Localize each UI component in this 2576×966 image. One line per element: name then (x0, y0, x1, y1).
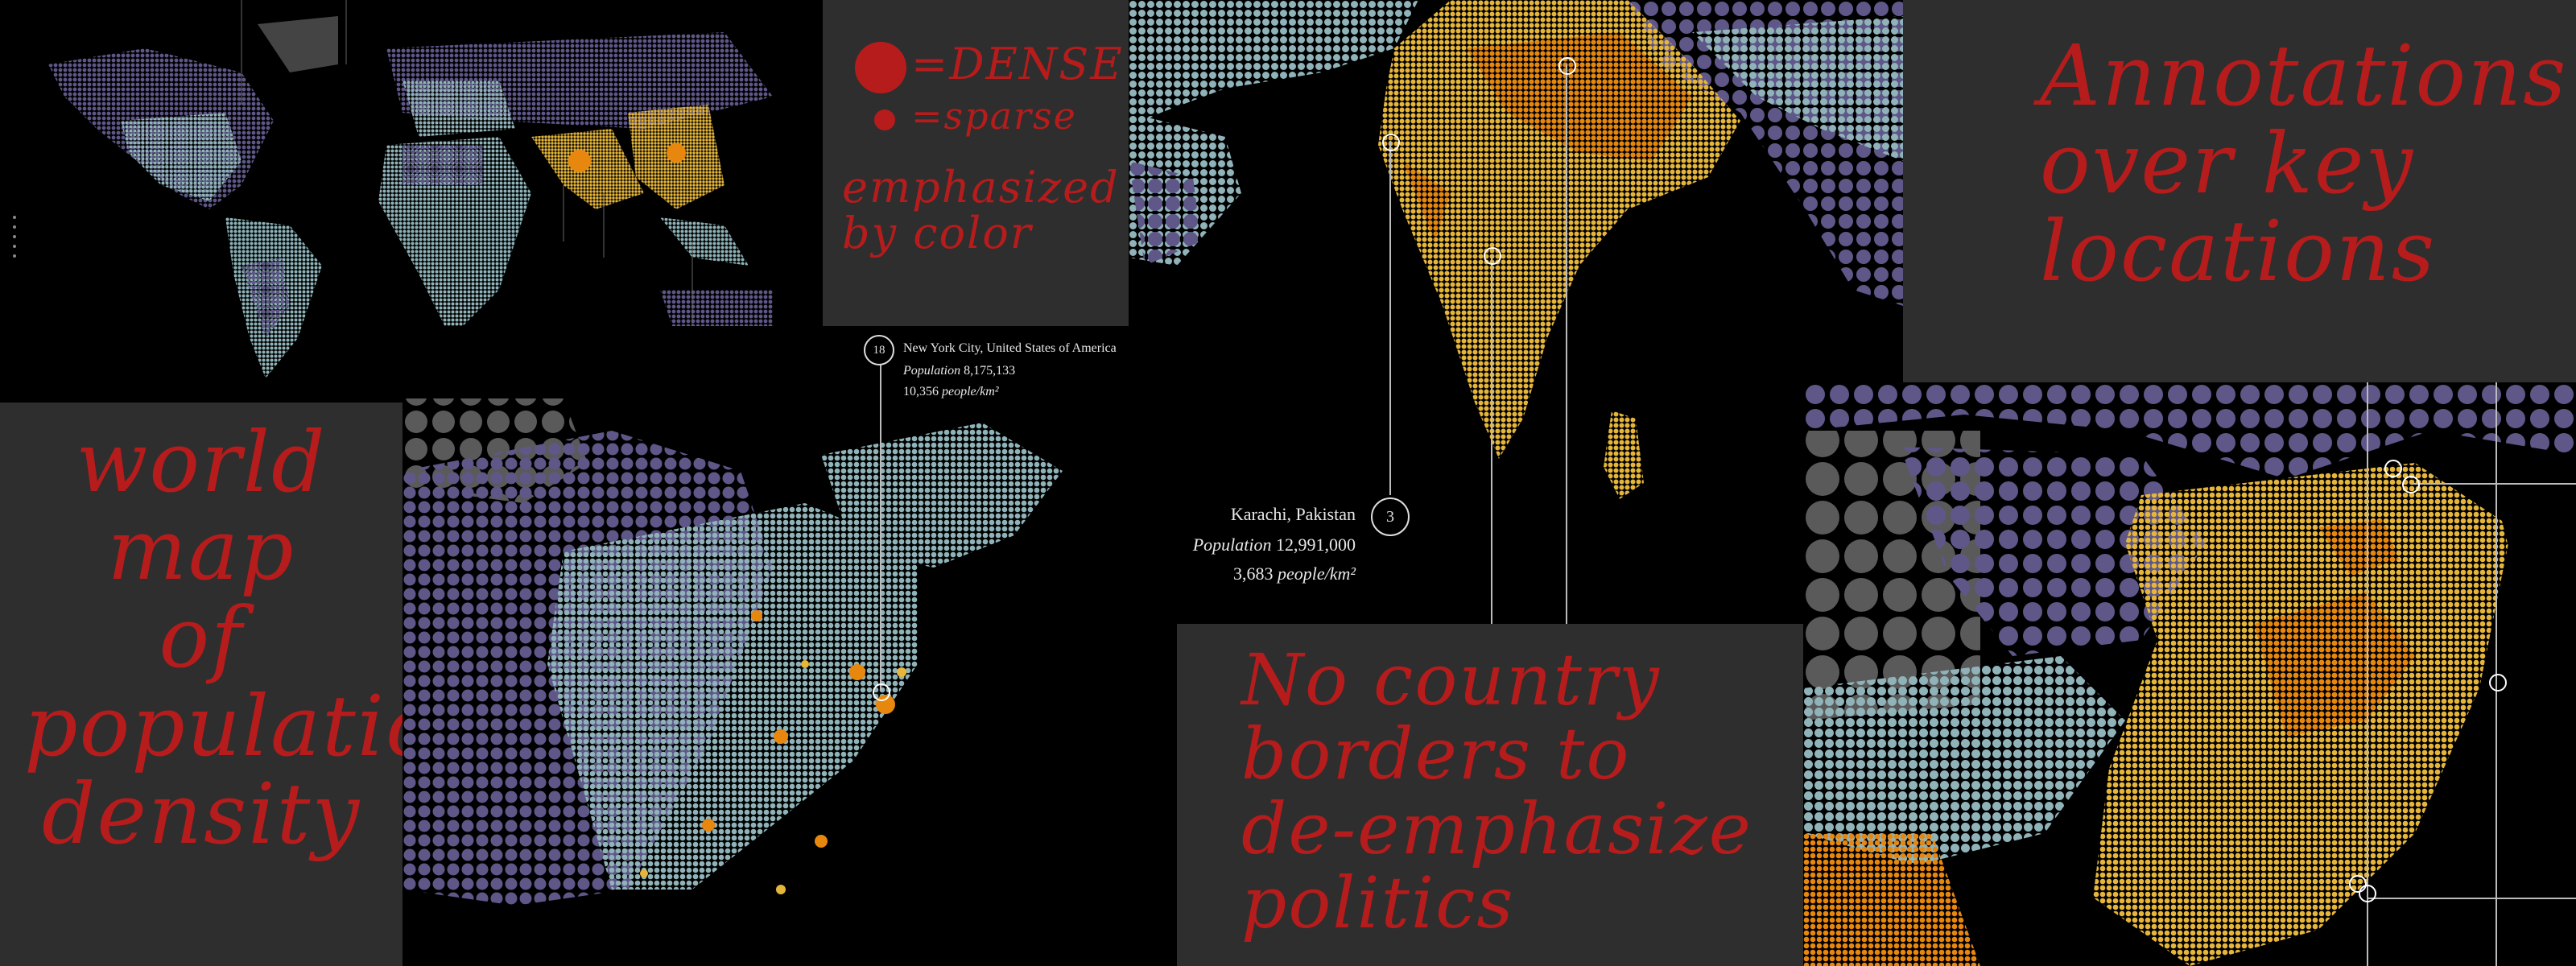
note-dense: =DENSE (911, 39, 1124, 89)
callout-line-c (2367, 382, 2368, 966)
callout-line-a (1491, 254, 1492, 624)
nyc-population-value: 8,175,133 (964, 364, 1016, 378)
karachi-population-value: 12,991,000 (1276, 535, 1356, 555)
note-emphasized: emphasized by color (842, 162, 1120, 258)
world-map-image (0, 0, 823, 402)
annotations-note-panel: Annotations over key locations (1903, 0, 2576, 382)
legend-note-panel: =DENSE =sparse emphasized by color (823, 0, 1129, 326)
india-map-panel: 3 Karachi, Pakistan Population 12,991,00… (1129, 0, 1903, 624)
location-ring (2402, 476, 2420, 493)
callout-line-f (2367, 898, 2576, 899)
karachi-name: Karachi, Pakistan (1230, 504, 1356, 524)
note-sparse: =sparse (911, 94, 1077, 138)
sparse-dot-icon (874, 109, 895, 130)
india-map-image (1129, 0, 1903, 624)
nyc-population-label: Population (903, 364, 961, 378)
location-ring (1382, 134, 1400, 151)
world-map-panel (0, 0, 823, 402)
nyc-callout-number: 18 (864, 335, 894, 365)
nyc-location-ring (873, 683, 890, 701)
nyc-density-unit: people/km² (942, 385, 999, 398)
nyc-name: New York City, United States of America (903, 341, 1117, 355)
location-ring (2349, 875, 2367, 893)
karachi-density: 3,683 people/km² (1233, 564, 1356, 584)
note-annotations: Annotations over key locations (2040, 27, 2568, 301)
borders-note-panel: No country borders to de-emphasize polit… (1177, 624, 1803, 966)
nyc-density-value: 10,356 (903, 385, 939, 398)
note-borders: No country borders to de-emphasize polit… (1241, 638, 1752, 945)
karachi-density-value: 3,683 (1232, 564, 1274, 584)
callout-line-e (2411, 483, 2576, 485)
nyc-population: Population 8,175,133 (903, 364, 1015, 378)
karachi-density-unit: people/km² (1277, 564, 1356, 584)
nyc-density: 10,356 people/km² (903, 385, 999, 399)
callout-line-b (1566, 64, 1567, 624)
karachi-population-label: Population (1192, 535, 1272, 555)
dense-dot-icon (855, 42, 906, 93)
world-note-panel: world map of population density (0, 402, 402, 966)
nyc-leader-line (880, 364, 881, 691)
location-ring (2384, 460, 2402, 477)
karachi-leader-line (1389, 141, 1391, 495)
karachi-population: Population 12,991,000 (1193, 535, 1356, 555)
note-world: world map of population density (24, 413, 402, 863)
usa-map-image (402, 326, 1129, 966)
location-ring (2489, 674, 2507, 691)
location-ring (1484, 247, 1501, 265)
karachi-callout-number: 3 (1371, 497, 1410, 536)
usa-map-panel (402, 326, 1129, 966)
location-ring (1558, 57, 1576, 75)
location-ring (2359, 885, 2376, 902)
china-map-panel (1803, 382, 2576, 966)
china-map-image (1803, 382, 2576, 966)
